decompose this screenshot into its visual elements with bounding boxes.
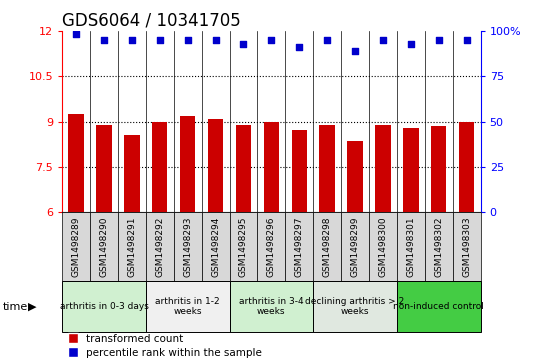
- FancyBboxPatch shape: [174, 212, 201, 281]
- Bar: [320, 125, 335, 212]
- Bar: [124, 135, 139, 212]
- FancyBboxPatch shape: [313, 281, 397, 332]
- FancyBboxPatch shape: [230, 212, 258, 281]
- Point: [351, 48, 360, 54]
- Text: GSM1498303: GSM1498303: [462, 216, 471, 277]
- Text: GDS6064 / 10341705: GDS6064 / 10341705: [62, 11, 241, 29]
- Text: GSM1498297: GSM1498297: [295, 217, 303, 277]
- FancyBboxPatch shape: [369, 212, 397, 281]
- FancyBboxPatch shape: [341, 212, 369, 281]
- FancyBboxPatch shape: [425, 212, 453, 281]
- Bar: [292, 130, 307, 212]
- Text: arthritis in 3-4
weeks: arthritis in 3-4 weeks: [239, 297, 303, 317]
- Bar: [180, 115, 195, 212]
- FancyBboxPatch shape: [201, 212, 229, 281]
- FancyBboxPatch shape: [453, 212, 481, 281]
- Bar: [236, 125, 251, 212]
- Bar: [96, 125, 112, 212]
- Point: [295, 44, 303, 50]
- Text: non-induced control: non-induced control: [393, 302, 484, 311]
- FancyBboxPatch shape: [258, 212, 285, 281]
- Text: arthritis in 0-3 days: arthritis in 0-3 days: [59, 302, 149, 311]
- Text: GSM1498299: GSM1498299: [350, 217, 360, 277]
- Bar: [375, 125, 390, 212]
- Bar: [69, 114, 84, 212]
- Text: declining arthritis > 2
weeks: declining arthritis > 2 weeks: [306, 297, 404, 317]
- Point: [407, 41, 415, 46]
- Text: GSM1498290: GSM1498290: [99, 217, 109, 277]
- FancyBboxPatch shape: [62, 281, 146, 332]
- FancyBboxPatch shape: [62, 212, 90, 281]
- Point: [127, 37, 136, 43]
- Text: time: time: [3, 302, 28, 312]
- Point: [379, 37, 387, 43]
- Legend: transformed count, percentile rank within the sample: transformed count, percentile rank withi…: [68, 334, 262, 358]
- Bar: [403, 128, 418, 212]
- Text: GSM1498293: GSM1498293: [183, 217, 192, 277]
- Point: [239, 41, 248, 46]
- Point: [156, 37, 164, 43]
- Text: GSM1498300: GSM1498300: [379, 216, 388, 277]
- Point: [183, 37, 192, 43]
- Text: GSM1498296: GSM1498296: [267, 217, 276, 277]
- Point: [211, 37, 220, 43]
- Text: ▶: ▶: [28, 302, 37, 312]
- Point: [267, 37, 275, 43]
- Text: GSM1498292: GSM1498292: [156, 217, 164, 277]
- FancyBboxPatch shape: [118, 212, 146, 281]
- Point: [462, 37, 471, 43]
- Bar: [431, 126, 447, 212]
- Bar: [264, 122, 279, 212]
- Point: [323, 37, 332, 43]
- Bar: [152, 122, 167, 212]
- Text: GSM1498302: GSM1498302: [434, 217, 443, 277]
- Bar: [347, 141, 363, 212]
- Text: GSM1498298: GSM1498298: [323, 217, 332, 277]
- FancyBboxPatch shape: [313, 212, 341, 281]
- FancyBboxPatch shape: [146, 281, 230, 332]
- Text: arthritis in 1-2
weeks: arthritis in 1-2 weeks: [156, 297, 220, 317]
- Bar: [208, 119, 223, 212]
- Text: GSM1498291: GSM1498291: [127, 217, 136, 277]
- Text: GSM1498295: GSM1498295: [239, 217, 248, 277]
- Point: [72, 32, 80, 37]
- Text: GSM1498289: GSM1498289: [71, 217, 80, 277]
- FancyBboxPatch shape: [90, 212, 118, 281]
- Text: GSM1498301: GSM1498301: [406, 216, 415, 277]
- Point: [434, 37, 443, 43]
- Bar: [459, 122, 474, 212]
- Point: [99, 37, 108, 43]
- FancyBboxPatch shape: [397, 281, 481, 332]
- FancyBboxPatch shape: [146, 212, 174, 281]
- FancyBboxPatch shape: [230, 281, 313, 332]
- FancyBboxPatch shape: [285, 212, 313, 281]
- Text: GSM1498294: GSM1498294: [211, 217, 220, 277]
- FancyBboxPatch shape: [397, 212, 425, 281]
